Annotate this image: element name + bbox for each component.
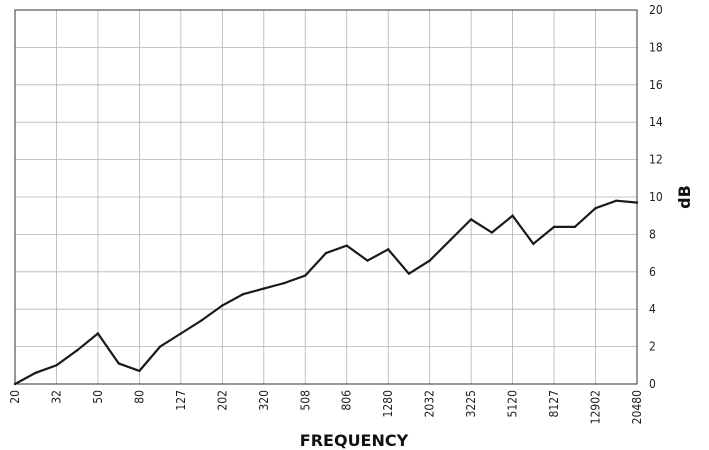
plot-frame [14, 9, 638, 385]
data-point [324, 251, 328, 255]
data-point [34, 371, 37, 374]
x-tick-label: 5120 [506, 390, 520, 418]
y-tick-label: 4 [649, 302, 656, 316]
y-tick-label: 10 [649, 190, 663, 204]
x-tick-labels: 20 32 50 80 127 202 320 508 806 1280 2032 3225 5120 8… [8, 390, 644, 424]
data-point [158, 345, 162, 348]
data-point [387, 248, 390, 251]
x-tick-label: 80 [132, 390, 146, 404]
x-axis-title: FREQUENCY [300, 431, 409, 450]
y-tick-label: 18 [649, 40, 663, 54]
data-point [532, 242, 535, 245]
data-point [366, 259, 369, 262]
x-tick-label: 12902 [589, 390, 603, 424]
y-tick-label: 14 [649, 115, 663, 129]
data-point [76, 349, 79, 352]
y-tick-label: 16 [649, 78, 663, 92]
x-tick-label: 806 [340, 390, 354, 411]
data-point [407, 272, 411, 275]
x-tick-label: 32 [49, 390, 63, 404]
data-point [469, 218, 473, 221]
x-tick-label: 127 [174, 390, 188, 411]
data-points [13, 199, 639, 386]
data-point [138, 369, 141, 373]
data-point [594, 207, 597, 210]
data-point [449, 238, 452, 242]
y-tick-label: 20 [649, 3, 663, 17]
x-tick-label: 3225 [464, 390, 478, 417]
x-tick-label: 20 [8, 390, 22, 404]
data-point [221, 304, 224, 307]
y-tick-label: 12 [649, 153, 663, 167]
data-point [13, 382, 17, 386]
data-point [511, 214, 514, 217]
x-tick-label: 20480 [630, 390, 644, 424]
data-point [200, 319, 203, 322]
data-point [552, 225, 556, 229]
data-point [96, 332, 100, 335]
x-tick-label: 202 [215, 390, 229, 411]
y-tick-label: 8 [649, 227, 656, 241]
data-point [55, 364, 58, 367]
x-tick-label: 508 [298, 390, 312, 411]
data-point [615, 199, 618, 202]
data-point [428, 259, 431, 262]
y-tick-labels: 0 2 4 6 8 10 12 14 16 18 20 [649, 3, 663, 391]
y-tick-label: 6 [649, 265, 656, 279]
data-point [345, 244, 348, 247]
grid [15, 9, 637, 385]
y-axis-title: dB [675, 185, 694, 209]
series-line [14, 199, 638, 385]
y-tick-label: 2 [649, 340, 656, 354]
x-tick-label: 8127 [547, 390, 561, 417]
data-point [490, 231, 494, 234]
data-point [573, 225, 576, 229]
x-tick-label: 50 [91, 390, 105, 404]
data-point [304, 274, 307, 277]
data-point [283, 281, 286, 285]
y-tick-label: 0 [649, 377, 656, 391]
x-tick-label: 1280 [381, 390, 395, 418]
x-tick-label: 2032 [423, 390, 437, 417]
data-point [117, 362, 120, 365]
data-point [179, 332, 183, 335]
data-point [635, 201, 639, 204]
data-point [262, 287, 265, 290]
data-point [241, 293, 245, 296]
x-tick-label: 320 [257, 390, 271, 411]
